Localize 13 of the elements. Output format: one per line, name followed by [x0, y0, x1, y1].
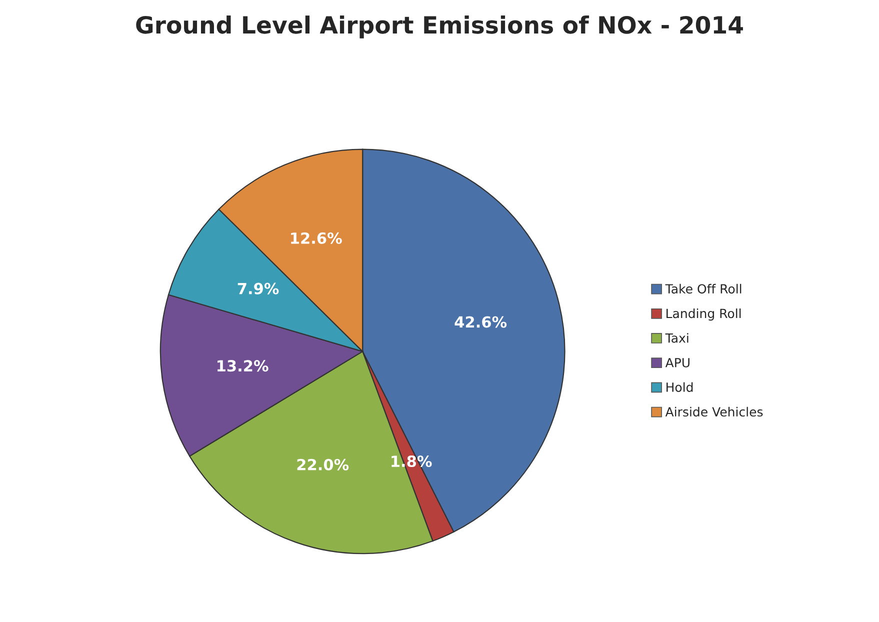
legend-label: Taxi	[665, 333, 688, 343]
data-label: 42.6%	[454, 316, 507, 328]
data-label: 7.9%	[238, 282, 279, 294]
legend-label: Hold	[666, 382, 693, 392]
legend-label: Take Off Roll	[665, 284, 742, 294]
legend-label: APU	[665, 358, 690, 368]
data-label: 1.8%	[392, 456, 432, 468]
data-label: 12.6%	[291, 232, 342, 244]
legend-label: Landing Roll	[666, 308, 741, 321]
chart-title: Ground Level Airport Emissions of NOx - 2014	[136, 16, 743, 38]
legend-label: Airside Vehicles	[665, 406, 763, 417]
data-label: 13.2%	[218, 360, 268, 372]
data-label: 22.0%	[297, 458, 349, 470]
